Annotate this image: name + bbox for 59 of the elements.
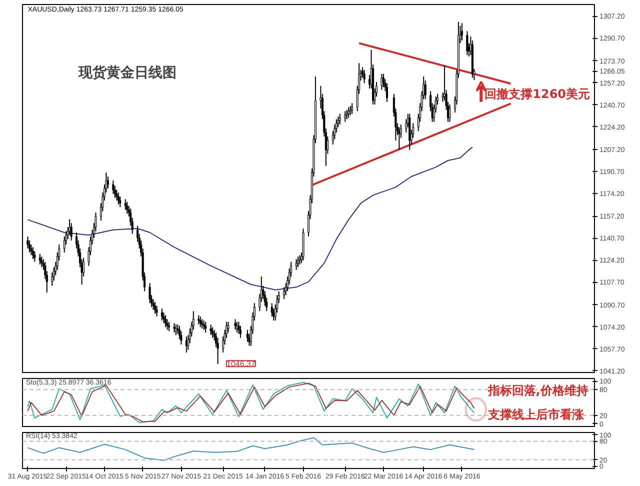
candlestick: [30, 244, 32, 256]
candlestick: [126, 201, 128, 214]
annotation: 指标回落,价格维持: [486, 384, 588, 398]
candlestick: [346, 109, 348, 120]
candlestick: [408, 113, 411, 150]
candlestick: [70, 222, 72, 241]
candlestick: [234, 318, 236, 330]
candlestick: [210, 324, 212, 336]
candlestick: [295, 258, 298, 270]
candlestick: [117, 192, 120, 205]
candlestick: [302, 228, 304, 261]
annotation: 回撤支撑1260美元: [484, 86, 590, 101]
candlestick: [386, 82, 388, 102]
candlestick: [164, 314, 167, 328]
candlestick: [202, 320, 205, 330]
line-series: [27, 146, 473, 290]
candlestick: [112, 180, 114, 194]
candlestick: [283, 286, 286, 300]
candlestick: [338, 113, 341, 125]
candlestick: [201, 318, 204, 329]
candlestick: [270, 302, 273, 317]
candlestick: [38, 253, 41, 265]
candlestick: [349, 105, 352, 116]
candlestick: [116, 189, 118, 201]
candlestick: [162, 312, 165, 324]
candlestick: [363, 69, 366, 84]
candlestick: [168, 321, 170, 332]
candlestick: [348, 106, 350, 118]
candlestick: [460, 22, 463, 41]
text: 现货黄金日线图: [77, 65, 176, 82]
candlestick: [154, 301, 156, 314]
candlestick: [119, 196, 122, 208]
candlestick: [174, 324, 177, 336]
candlestick: [166, 318, 168, 330]
candlestick: [28, 240, 31, 253]
candlestick: [380, 73, 383, 90]
candlestick: [297, 256, 300, 268]
annotation: 支撑线上后市看涨: [486, 408, 585, 422]
candlestick: [351, 102, 354, 114]
candlestick: [160, 308, 164, 321]
candlestick: [148, 282, 151, 304]
candlestick: [466, 30, 468, 56]
candlestick: [173, 322, 176, 333]
candlestick: [382, 73, 385, 88]
candlestick: [199, 316, 202, 328]
candlestick: [106, 176, 109, 189]
candlestick: [398, 126, 400, 150]
candlestick: [239, 325, 242, 338]
candlestick: [246, 329, 248, 342]
candlestick: [32, 246, 34, 260]
candlestick: [152, 298, 154, 310]
candlestick: [26, 236, 29, 249]
candlestick: [212, 326, 214, 338]
candlestick: [124, 198, 126, 210]
candlestick: [344, 110, 346, 122]
candlestick: [204, 321, 207, 333]
candlestick: [198, 314, 200, 325]
candlestick: [34, 250, 36, 262]
candlestick: [238, 321, 240, 334]
